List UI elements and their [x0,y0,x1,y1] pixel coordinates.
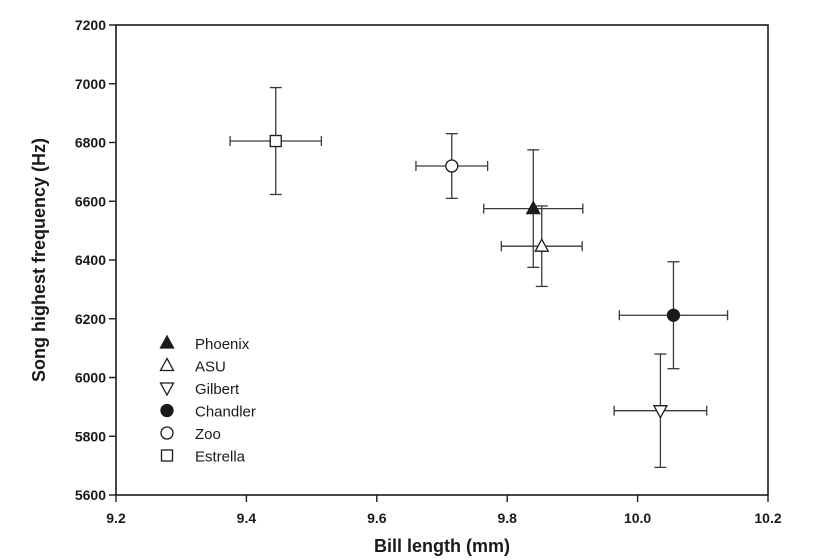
data-point-estrella [229,86,323,196]
y-tick-label: 6600 [75,193,106,209]
data-point-phoenix [483,149,584,268]
legend-marker-asu [159,357,175,372]
y-tick-label: 6200 [75,311,106,327]
x-tick-label: 10.0 [624,510,651,526]
data-point-chandler [618,261,729,370]
legend-marker-chandler [160,403,174,418]
data-point-gilbert [613,353,708,469]
legend-label-gilbert: Gilbert [195,381,240,398]
y-axis-title: Song highest frequency (Hz) [29,138,49,382]
plot-frame [115,24,769,496]
x-tick-label: 9.2 [106,510,126,526]
y-tick-label: 6000 [75,370,106,386]
legend-marker-estrella [160,449,174,462]
legend-label-asu: ASU [195,359,226,376]
legend-item-gilbert: Gilbert [159,381,240,398]
legend-marker-zoo [160,426,174,440]
x-tick-label: 10.2 [754,510,781,526]
x-axis-ticks: 9.2 9.4 9.6 9.8 10.0 10.2 [106,495,782,526]
x-axis-title: Bill length (mm) [374,536,510,556]
y-tick-label: 5600 [75,487,106,503]
x-tick-label: 9.4 [237,510,257,526]
y-tick-label: 7200 [75,17,106,33]
y-tick-label: 7000 [75,76,106,92]
legend-marker-phoenix [159,334,175,349]
legend-marker-gilbert [159,382,175,397]
legend-label-zoo: Zoo [195,426,221,443]
legend-item-asu: ASU [159,357,226,376]
y-axis-ticks: 5600 5800 6000 6200 6400 6600 6800 7000 7200 [75,17,116,503]
x-tick-label: 9.8 [497,510,517,526]
legend-item-phoenix: Phoenix [159,334,250,353]
marker-zoo [445,159,459,173]
legend: Phoenix ASU Gilbert Chandler Zoo Estrella [159,334,256,466]
marker-chandler [666,308,681,322]
legend-label-estrella: Estrella [195,449,246,466]
legend-item-chandler: Chandler [160,403,256,421]
y-tick-label: 5800 [75,428,106,444]
legend-label-phoenix: Phoenix [195,336,250,353]
data-points [229,86,729,469]
marker-asu [534,237,550,252]
data-point-asu [500,205,583,288]
y-tick-label: 6400 [75,252,106,268]
legend-item-zoo: Zoo [160,426,221,443]
x-tick-label: 9.6 [367,510,387,526]
marker-gilbert [652,405,669,420]
data-point-zoo [415,133,489,199]
y-tick-label: 6800 [75,135,106,151]
marker-estrella [269,134,282,148]
legend-item-estrella: Estrella [160,449,246,466]
legend-label-chandler: Chandler [195,404,256,421]
marker-phoenix [525,200,541,215]
